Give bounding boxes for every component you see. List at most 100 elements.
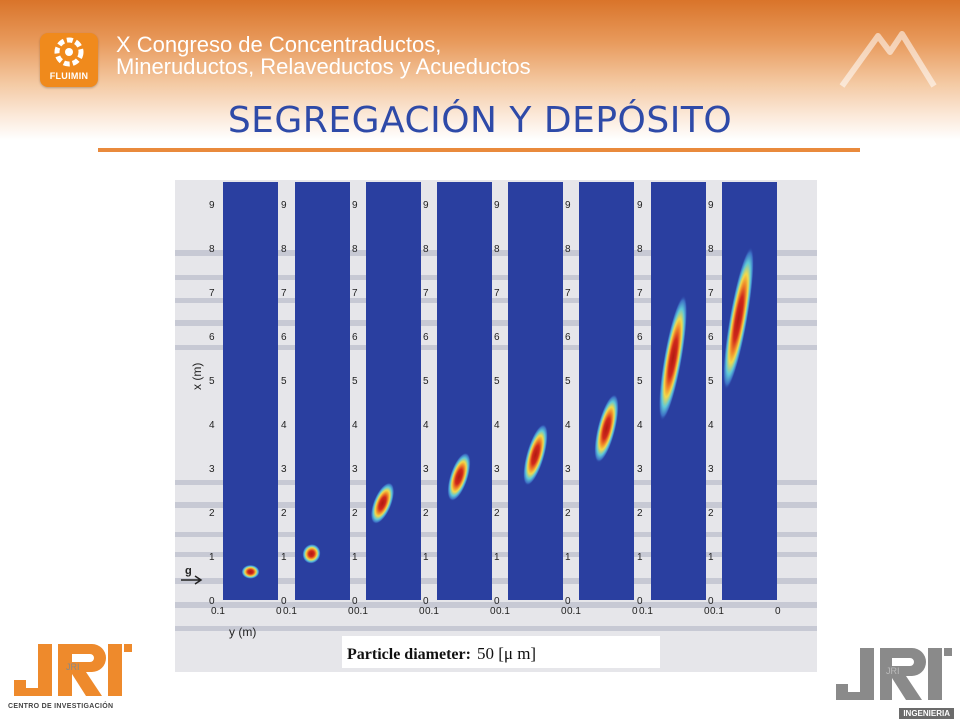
y-tick-label-left: 0.1 [639, 606, 653, 617]
fluimin-logo-text: FLUIMIN [49, 71, 89, 81]
x-tick-label: 2 [637, 508, 643, 519]
x-tick-label: 2 [352, 508, 358, 519]
particle-cloud [447, 452, 471, 502]
x-tick-label: 7 [352, 288, 358, 299]
particle-cloud [241, 564, 260, 579]
x-tick-label: 3 [423, 464, 429, 475]
x-tick-label: 0 [423, 596, 429, 607]
figure-caption: Particle diameter: 50 [μ m] [347, 644, 536, 664]
particle-cloud [723, 246, 754, 390]
x-tick-label: 5 [565, 376, 571, 387]
y-tick-label-right: 0 [561, 606, 567, 617]
x-tick-label: 6 [352, 332, 358, 343]
panel-background [295, 182, 350, 600]
x-axis-label: x (m) [190, 363, 204, 390]
y-tick-label-left: 0.1 [354, 606, 368, 617]
particle-cloud [658, 295, 688, 421]
x-tick-label: 8 [637, 244, 643, 255]
y-tick-label-right: 0 [490, 606, 496, 617]
caption-label: Particle diameter: [347, 646, 471, 663]
x-tick-label: 4 [209, 420, 215, 431]
x-tick-label: 5 [209, 376, 215, 387]
gravity-arrow-icon [181, 575, 203, 585]
title-underline [98, 148, 860, 152]
x-tick-label: 7 [565, 288, 571, 299]
congress-line-2: Mineruductos, Relaveductos y Acueductos [116, 54, 531, 79]
x-tick-label: 5 [494, 376, 500, 387]
panel-background [366, 182, 421, 600]
x-tick-label: 1 [708, 552, 714, 563]
x-tick-label: 7 [708, 288, 714, 299]
particle-cloud [523, 424, 548, 486]
y-tick-label-left: 0.1 [211, 606, 225, 617]
y-tick-label-right: 0 [348, 606, 354, 617]
x-tick-label: 7 [281, 288, 287, 299]
x-tick-label: 3 [281, 464, 287, 475]
header-banner: FLUIMIN X Congreso de Concentraductos, M… [0, 0, 960, 140]
jri-right-subtitle: INGENIERIA [899, 708, 954, 719]
x-tick-label: 0 [494, 596, 500, 607]
x-tick-label: 3 [708, 464, 714, 475]
x-tick-label: 7 [209, 288, 215, 299]
panel-background [508, 182, 563, 600]
x-tick-label: 8 [494, 244, 500, 255]
x-tick-label: 2 [281, 508, 287, 519]
x-tick-label: 0 [209, 596, 215, 607]
x-tick-label: 9 [494, 200, 500, 211]
segregation-figure: 0 1 2 3 4 5 6 7 8 9 0.1 0 0 1 2 3 4 5 6 7 8 9 0.1 0 0 1 2 3 4 5 6 7 8 9 0.… [175, 180, 817, 672]
x-tick-label: 1 [352, 552, 358, 563]
x-tick-label: 6 [423, 332, 429, 343]
jri-left-subtitle: CENTRO DE INVESTIGACIÓN [8, 703, 114, 710]
jri-left-logo-text: JRI [66, 662, 80, 672]
y-tick-label-left: 0.1 [425, 606, 439, 617]
jri-left-logo-mark: JRI [14, 644, 132, 696]
x-tick-label: 9 [423, 200, 429, 211]
x-tick-label: 5 [708, 376, 714, 387]
x-tick-label: 4 [637, 420, 643, 431]
x-tick-label: 0 [281, 596, 287, 607]
particle-cloud [594, 394, 619, 463]
x-tick-label: 3 [565, 464, 571, 475]
x-tick-label: 4 [281, 420, 287, 431]
x-tick-label: 8 [423, 244, 429, 255]
x-tick-label: 8 [209, 244, 215, 255]
x-tick-label: 1 [209, 552, 215, 563]
x-tick-label: 6 [708, 332, 714, 343]
x-tick-label: 7 [494, 288, 500, 299]
x-tick-label: 6 [637, 332, 643, 343]
particle-cloud [370, 482, 395, 524]
x-tick-label: 4 [494, 420, 500, 431]
x-tick-label: 1 [637, 552, 643, 563]
y-tick-label-right: 0 [632, 606, 638, 617]
y-tick-label-right: 0 [704, 606, 710, 617]
x-tick-label: 4 [352, 420, 358, 431]
x-tick-label: 7 [637, 288, 643, 299]
y-tick-label-right: 0 [276, 606, 282, 617]
x-tick-label: 4 [565, 420, 571, 431]
slide-title: SEGREGACIÓN Y DEPÓSITO [227, 100, 733, 141]
x-tick-label: 3 [209, 464, 215, 475]
panel-background [437, 182, 492, 600]
x-tick-label: 1 [423, 552, 429, 563]
congress-line-1: X Congreso de Concentraductos, [116, 32, 442, 57]
x-tick-label: 9 [708, 200, 714, 211]
x-tick-label: 8 [565, 244, 571, 255]
y-tick-label-right: 0 [775, 606, 781, 617]
caption-value: 50 [μ m] [476, 644, 537, 663]
x-tick-label: 9 [209, 200, 215, 211]
x-tick-label: 4 [708, 420, 714, 431]
x-tick-label: 8 [708, 244, 714, 255]
figure-background-texture [175, 250, 817, 631]
x-tick-label: 2 [423, 508, 429, 519]
x-tick-label: 5 [352, 376, 358, 387]
x-tick-label: 8 [352, 244, 358, 255]
x-tick-label: 9 [281, 200, 287, 211]
x-tick-label: 0 [565, 596, 571, 607]
panel-background [579, 182, 634, 600]
x-tick-label: 2 [565, 508, 571, 519]
x-tick-label: 6 [281, 332, 287, 343]
x-tick-label: 7 [423, 288, 429, 299]
y-tick-label-left: 0.1 [710, 606, 724, 617]
particle-cloud [302, 544, 321, 564]
